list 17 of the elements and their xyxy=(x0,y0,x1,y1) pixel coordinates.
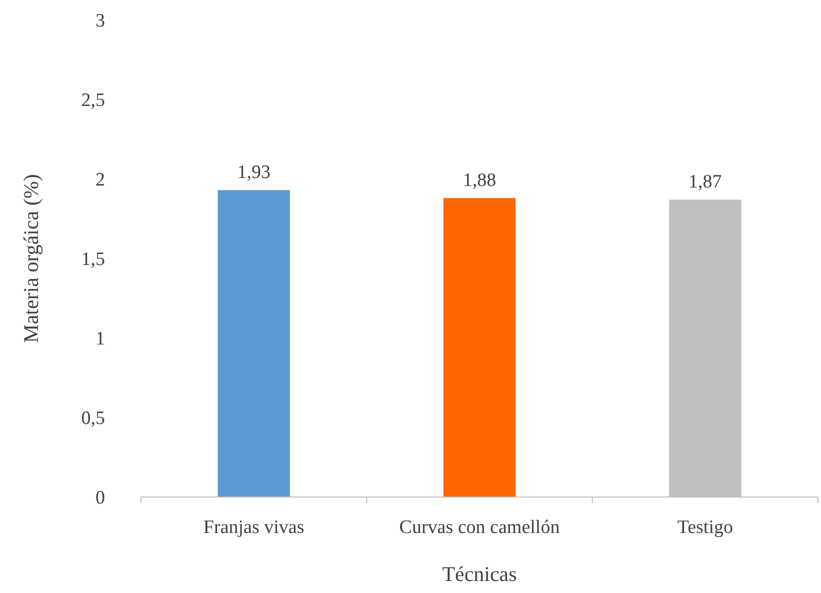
x-axis-title: Técnicas xyxy=(442,562,517,586)
data-label: 1,87 xyxy=(688,172,722,193)
data-label: 1,93 xyxy=(237,162,270,184)
y-tick-label: 2,5 xyxy=(81,90,105,112)
y-axis-title: Materia orgáica (%) xyxy=(19,174,43,343)
data-label: 1,88 xyxy=(462,170,496,192)
bar xyxy=(443,198,516,497)
y-tick-label: 0,5 xyxy=(81,408,105,430)
y-tick-label: 0 xyxy=(96,488,105,509)
x-tick-label: Curvas con camellón xyxy=(399,517,560,538)
bar xyxy=(218,190,290,497)
y-tick-label: 1,5 xyxy=(81,249,105,270)
y-tick-label: 1 xyxy=(96,328,105,350)
x-tick-label: Testigo xyxy=(677,517,734,538)
y-tick-label: 2 xyxy=(96,170,105,191)
y-tick-label: 3 xyxy=(96,10,105,32)
x-tick-label: Franjas vivas xyxy=(203,517,304,538)
